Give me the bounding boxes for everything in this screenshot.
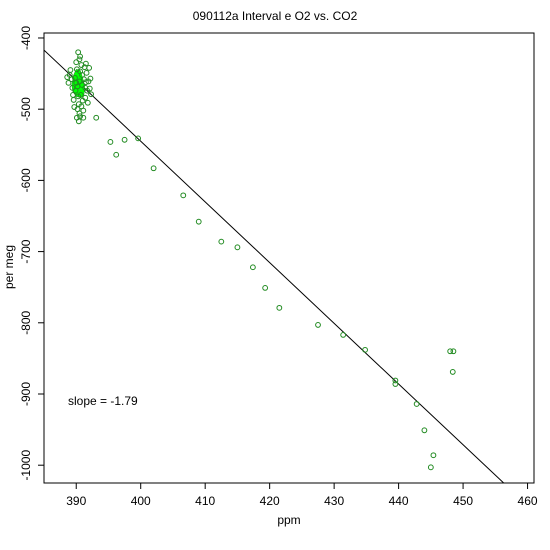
plot-area [44, 49, 505, 483]
y-tick-label: -600 [19, 168, 33, 192]
x-axis: 390 400 410 420 430 440 450 460 [66, 483, 538, 508]
slope-annotation: slope = -1.79 [68, 394, 138, 408]
data-point [180, 192, 187, 199]
data-point [421, 427, 428, 434]
data-point [234, 244, 241, 251]
data-point [430, 452, 437, 459]
data-point [64, 74, 71, 81]
data-point [340, 331, 347, 338]
data-point [450, 348, 457, 355]
data-point [315, 322, 321, 328]
y-axis-title: per meg [2, 245, 16, 289]
y-tick-label: -700 [19, 239, 33, 263]
data-point [79, 82, 85, 88]
data-point [362, 346, 368, 353]
data-point [70, 97, 77, 103]
data-point [427, 464, 434, 471]
data-point [71, 104, 78, 110]
data-point [276, 304, 283, 311]
data-point [83, 60, 89, 67]
data-point [75, 93, 82, 100]
x-tick-label: 420 [260, 494, 280, 508]
data-point [93, 114, 100, 121]
data-point [84, 99, 91, 106]
data-point [67, 67, 74, 73]
plot-frame [43, 32, 535, 484]
data-point [77, 53, 84, 60]
data-point [83, 69, 90, 76]
x-tick-label: 410 [195, 494, 215, 508]
data-point [392, 377, 399, 384]
data-point [113, 151, 120, 158]
data-point [195, 218, 202, 225]
x-tick-label: 450 [453, 494, 473, 508]
data-point [86, 85, 93, 92]
y-tick-label: -400 [19, 26, 33, 50]
data-point [76, 56, 83, 63]
data-point [88, 91, 94, 98]
data-point [218, 238, 225, 245]
data-point [69, 84, 76, 91]
data-point [80, 114, 87, 121]
data-point [73, 79, 80, 86]
data-point [249, 264, 256, 271]
data-point [86, 64, 93, 71]
x-tick-label: 400 [131, 494, 151, 508]
x-tick-label: 460 [518, 494, 538, 508]
data-point [70, 92, 76, 98]
data-point [121, 136, 128, 143]
data-point [262, 285, 269, 291]
y-tick-label: -800 [19, 310, 33, 334]
data-point [76, 110, 83, 117]
data-point [107, 139, 114, 145]
x-axis-title: ppm [277, 513, 300, 527]
data-point [87, 75, 94, 82]
data-point [150, 165, 157, 172]
data-point [135, 135, 142, 142]
data-point [413, 401, 420, 407]
chart-title: 090112a Interval e O2 vs. CO2 [193, 9, 358, 23]
data-point [73, 59, 80, 66]
x-tick-label: 440 [389, 494, 409, 508]
data-point [83, 79, 89, 86]
data-point [392, 381, 399, 387]
x-tick-label: 390 [66, 494, 86, 508]
x-tick-label: 430 [324, 494, 344, 508]
data-point [82, 94, 89, 101]
data-point [447, 348, 454, 355]
regression-line [44, 49, 505, 483]
y-tick-label: -1000 [19, 450, 33, 481]
data-point [77, 113, 84, 120]
data-point [65, 79, 72, 86]
y-tick-label: -900 [19, 382, 33, 406]
data-point [449, 369, 456, 375]
data-point [80, 107, 87, 114]
y-tick-label: -500 [19, 97, 33, 121]
y-axis: -1000 -900 -800 -700 -600 -500 -400 [19, 26, 44, 481]
data-points [64, 49, 457, 471]
